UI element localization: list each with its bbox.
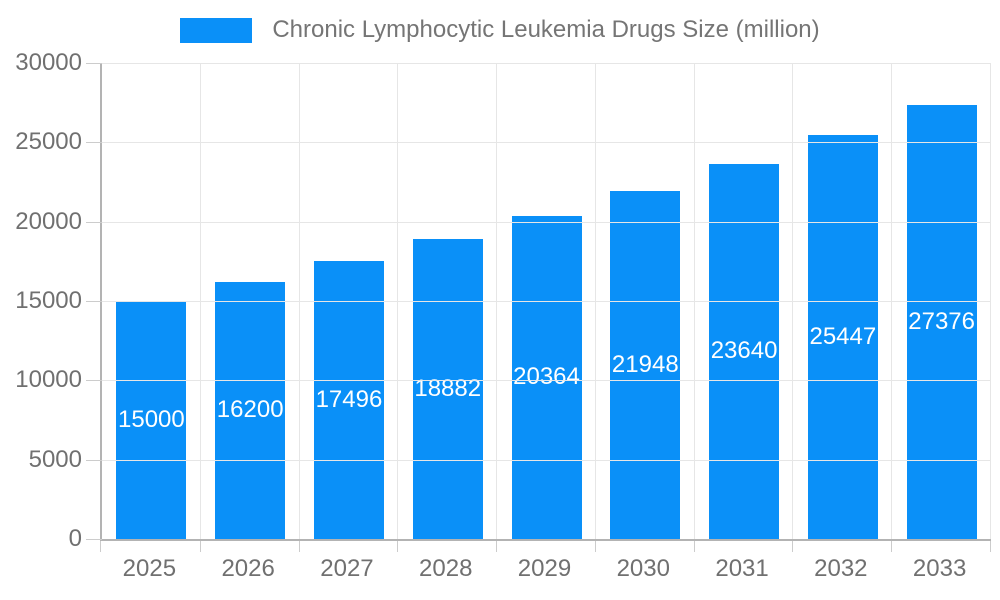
bar-value-label: 15000 [118, 406, 185, 433]
h-gridline [102, 63, 991, 64]
y-axis-tick-label: 10000 [15, 366, 82, 394]
x-axis-tick [496, 541, 498, 552]
y-axis-tick-label: 20000 [15, 207, 82, 235]
x-axis-tick [792, 541, 794, 552]
bar-slot: 18882 [398, 63, 497, 539]
bar-slot: 23640 [695, 63, 794, 539]
bar-value-label: 25447 [809, 323, 877, 351]
bar-slot: 17496 [300, 63, 399, 539]
bar-value-label: 21948 [611, 350, 679, 378]
y-axis-tick [86, 63, 102, 64]
bar-slot: 25447 [793, 63, 892, 539]
x-axis-tick-label: 2032 [814, 555, 868, 582]
x-axis-tick [891, 541, 893, 552]
v-gridline [891, 63, 893, 539]
x-axis-tick-label: 2030 [616, 555, 670, 582]
bar-value-label: 23640 [710, 337, 778, 365]
bar-2029[interactable]: 20364 [511, 215, 582, 539]
bar-slot: 20364 [497, 63, 596, 539]
chart-legend: Chronic Lymphocytic Leukemia Drugs Size … [0, 16, 1000, 44]
v-gridline [199, 63, 201, 539]
plot-area: 15000 16200 17496 18882 20364 21948 23640 25447… [86, 63, 991, 552]
x-axis-tick [594, 541, 596, 552]
x-axis-tick-label: 2033 [912, 555, 967, 582]
x-axis-tick-label: 2029 [517, 555, 572, 582]
bar-slot: 16200 [201, 63, 300, 539]
h-gridline [102, 142, 991, 144]
v-gridline [990, 63, 991, 539]
h-gridline [102, 301, 991, 302]
bar-value-label: 27376 [908, 307, 976, 335]
v-gridline [397, 63, 399, 539]
y-axis-tick-label: 15000 [15, 287, 82, 314]
x-axis-tick [693, 541, 695, 552]
legend-swatch-icon [180, 17, 253, 43]
bar-slot: 15000 [102, 63, 201, 539]
bar-slot: 27376 [892, 63, 991, 539]
bar-2033[interactable]: 27376 [906, 104, 977, 539]
bar-value-label: 20364 [513, 363, 580, 391]
x-axis-tick-label: 2031 [715, 555, 769, 582]
bar-value-label: 16200 [216, 396, 284, 424]
bar-2031[interactable]: 23640 [709, 163, 780, 539]
bar-slots: 15000 16200 17496 18882 20364 21948 23640 25447… [102, 63, 991, 539]
v-gridline [594, 63, 596, 539]
bar-value-label: 17496 [315, 386, 383, 414]
x-axis-tick [199, 541, 201, 552]
x-axis-tick [100, 541, 101, 552]
x-axis-tick-label: 2025 [122, 555, 177, 582]
legend-series-label: Chronic Lymphocytic Leukemia Drugs Size … [272, 16, 820, 43]
x-axis-tick [990, 541, 991, 552]
bar-2032[interactable]: 25447 [807, 135, 878, 539]
v-gridline [298, 63, 300, 539]
y-axis-tick-label: 25000 [15, 128, 82, 156]
h-gridline [102, 459, 991, 461]
bar-2030[interactable]: 21948 [610, 190, 681, 539]
bar-2025[interactable]: 15000 [116, 301, 187, 539]
y-axis-tick [86, 459, 102, 461]
y-axis-tick-label: 5000 [28, 445, 82, 473]
y-axis-tick-label: 30000 [15, 49, 82, 76]
y-axis-labels: 0 5000 10000 15000 20000 25000 30000 [0, 49, 82, 552]
x-axis-tick-label: 2026 [221, 555, 275, 582]
v-gridline [496, 63, 498, 539]
y-axis-tick [86, 380, 102, 382]
x-axis-tick-label: 2028 [419, 555, 473, 582]
x-axis-tick-label: 2027 [320, 555, 374, 582]
h-gridline [102, 380, 991, 382]
x-axis-labels: 2025 2026 2027 2028 2029 2030 2031 2032 2033 [100, 555, 989, 585]
x-axis-tick [298, 541, 300, 552]
v-gridline [693, 63, 695, 539]
y-axis-tick [86, 221, 102, 223]
y-axis-tick [86, 301, 102, 302]
v-gridline [792, 63, 794, 539]
y-axis-tick [86, 142, 102, 144]
y-axis-tick-label: 0 [68, 525, 82, 552]
bar-slot: 21948 [596, 63, 695, 539]
h-gridline [102, 221, 991, 223]
bar-2028[interactable]: 18882 [412, 239, 483, 539]
y-axis-tick [86, 539, 102, 540]
bar-value-label: 18882 [414, 375, 482, 403]
bar-2026[interactable]: 16200 [215, 281, 286, 539]
x-axis-tick [397, 541, 399, 552]
bar-2027[interactable]: 17496 [313, 261, 384, 539]
